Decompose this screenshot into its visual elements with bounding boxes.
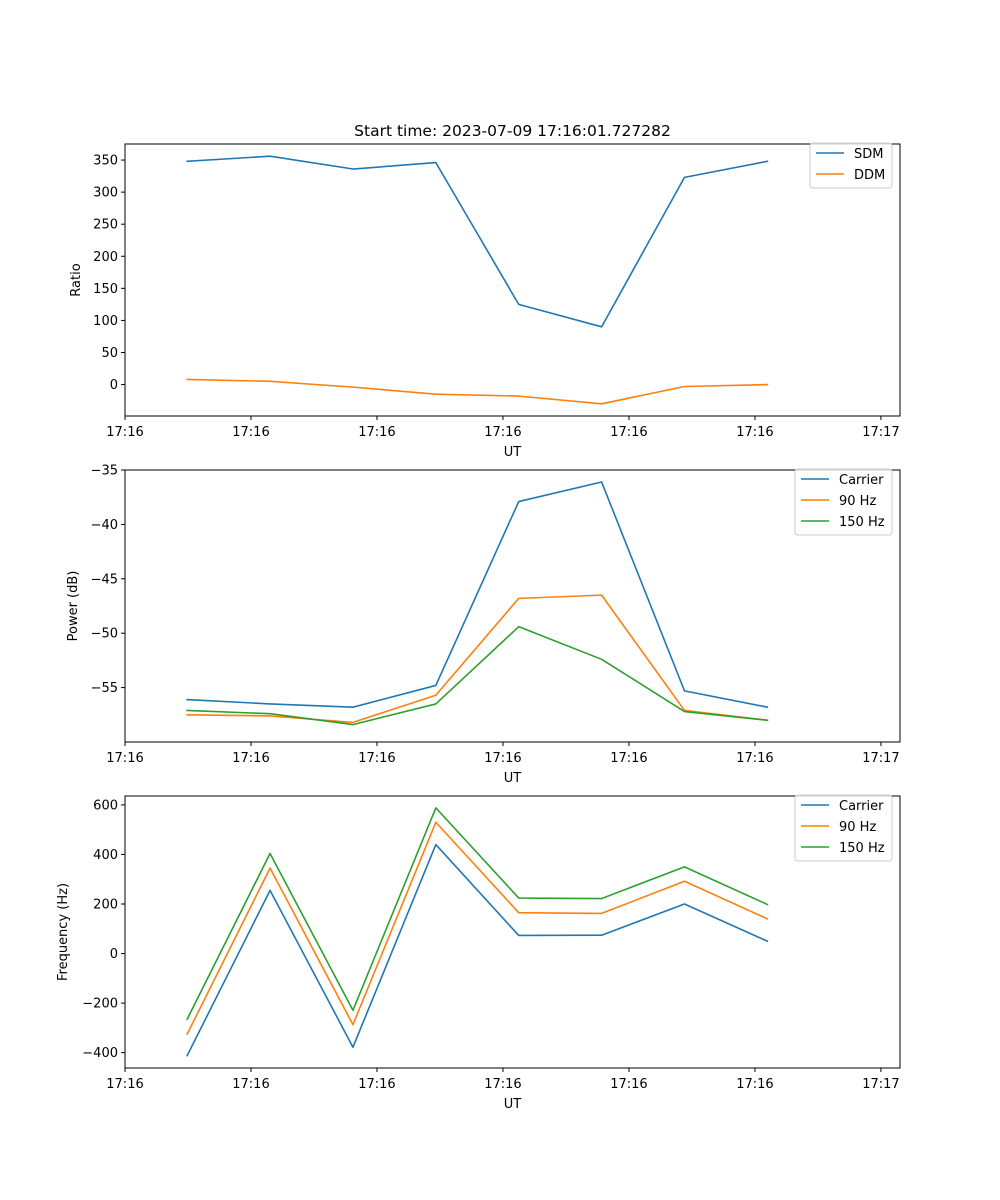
x-tick-label: 17:16 bbox=[358, 1077, 395, 1092]
chart-title: Start time: 2023-07-09 17:16:01.727282 bbox=[354, 122, 671, 140]
series-line-ddm bbox=[186, 378, 769, 405]
y-axis-label: Frequency (Hz) bbox=[56, 883, 71, 981]
legend-box bbox=[794, 468, 893, 536]
x-tick-label: 17:16 bbox=[736, 425, 773, 440]
y-tick-label: 150 bbox=[93, 282, 118, 297]
y-tick-label: −400 bbox=[82, 1046, 118, 1061]
series-line-150-hz bbox=[186, 625, 769, 726]
legend-box bbox=[794, 794, 893, 862]
x-tick-label: 17:16 bbox=[358, 425, 395, 440]
y-tick-label: 600 bbox=[93, 798, 118, 813]
x-tick-label: 17:16 bbox=[232, 751, 269, 766]
y-tick-label: −50 bbox=[91, 627, 118, 642]
x-tick-label: 17:16 bbox=[106, 425, 143, 440]
x-tick-label: 17:16 bbox=[106, 751, 143, 766]
y-axis-label: Ratio bbox=[69, 263, 84, 296]
y-tick-label: 400 bbox=[93, 848, 118, 863]
y-tick-label: −40 bbox=[91, 518, 118, 533]
y-tick-label: 50 bbox=[101, 346, 118, 361]
legend-label: 90 Hz bbox=[839, 494, 876, 509]
series-line-90-hz bbox=[186, 821, 769, 1036]
y-tick-label: 200 bbox=[93, 898, 118, 913]
y-tick-label: 250 bbox=[93, 218, 118, 233]
x-tick-label: 17:17 bbox=[862, 1077, 899, 1092]
y-tick-label: −35 bbox=[91, 464, 118, 479]
x-tick-label: 17:17 bbox=[862, 425, 899, 440]
series-line-carrier bbox=[186, 843, 769, 1057]
frequency-panel: UT Frequency (Hz) 17:16 17:16 17:16 17:16 17… bbox=[56, 794, 901, 1112]
x-axis-label: UT bbox=[504, 445, 522, 460]
x-tick-label: 17:16 bbox=[610, 751, 647, 766]
y-tick-label: −200 bbox=[82, 997, 118, 1012]
legend-label: 150 Hz bbox=[839, 515, 885, 530]
x-tick-label: 17:16 bbox=[736, 1077, 773, 1092]
x-tick-label: 17:16 bbox=[484, 751, 521, 766]
axes-frame bbox=[124, 469, 901, 743]
series-line-sdm bbox=[186, 155, 769, 328]
y-tick-label: 100 bbox=[93, 314, 118, 329]
series-line-90-hz bbox=[186, 594, 769, 724]
x-axis-label: UT bbox=[504, 771, 522, 786]
x-tick-label: 17:16 bbox=[610, 1077, 647, 1092]
x-tick-label: 17:16 bbox=[358, 751, 395, 766]
x-axis-label: UT bbox=[504, 1097, 522, 1112]
x-tick-label: 17:17 bbox=[862, 751, 899, 766]
y-tick-label: 0 bbox=[110, 378, 118, 393]
x-tick-label: 17:16 bbox=[736, 751, 773, 766]
series-line-carrier bbox=[186, 481, 769, 709]
ratio-panel: Start time: 2023-07-09 17:16:01.727282 U… bbox=[69, 122, 901, 460]
legend-label: Carrier bbox=[839, 799, 884, 814]
y-tick-label: −55 bbox=[91, 681, 118, 696]
legend-label: 150 Hz bbox=[839, 841, 885, 856]
x-tick-label: 17:16 bbox=[484, 1077, 521, 1092]
legend: SDM DDM bbox=[809, 142, 893, 189]
x-tick-label: 17:16 bbox=[232, 1077, 269, 1092]
y-tick-label: 0 bbox=[110, 947, 118, 962]
x-tick-label: 17:16 bbox=[232, 425, 269, 440]
x-tick-label: 17:16 bbox=[610, 425, 647, 440]
legend-label: SDM bbox=[854, 147, 883, 162]
y-tick-label: −45 bbox=[91, 572, 118, 587]
legend-box bbox=[809, 142, 893, 189]
legend-label: DDM bbox=[854, 168, 885, 183]
series-line-150-hz bbox=[186, 807, 769, 1021]
axes-frame bbox=[124, 795, 901, 1069]
y-tick-label: 350 bbox=[93, 154, 118, 169]
power-panel: UT Power (dB) 17:16 17:16 17:16 17:16 17:16 1… bbox=[66, 464, 901, 786]
y-tick-label: 300 bbox=[93, 186, 118, 201]
x-tick-label: 17:16 bbox=[484, 425, 521, 440]
legend: Carrier 90 Hz 150 Hz bbox=[794, 794, 893, 862]
legend-label: 90 Hz bbox=[839, 820, 876, 835]
legend-label: Carrier bbox=[839, 473, 884, 488]
legend: Carrier 90 Hz 150 Hz bbox=[794, 468, 893, 536]
axes-frame bbox=[124, 143, 901, 417]
y-tick-label: 200 bbox=[93, 250, 118, 265]
y-axis-label: Power (dB) bbox=[66, 571, 81, 642]
x-tick-label: 17:16 bbox=[106, 1077, 143, 1092]
